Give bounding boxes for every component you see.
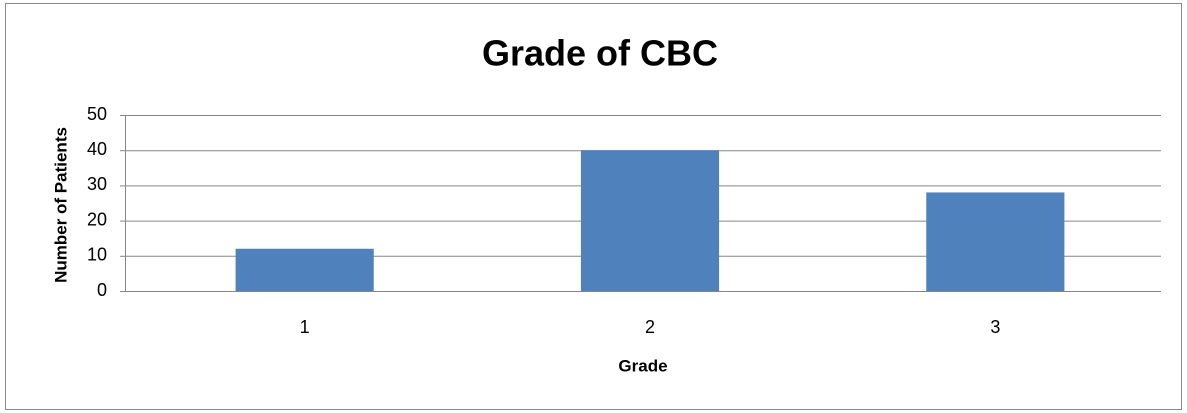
- y-tick-label: 10: [87, 245, 107, 265]
- bar: [580, 150, 720, 291]
- x-axis-label: Grade: [618, 356, 667, 375]
- x-tick-label: 3: [990, 317, 1000, 337]
- x-tick-label: 2: [645, 317, 655, 337]
- y-tick-label: 20: [87, 209, 107, 229]
- y-axis-label: Number of Patients: [51, 127, 70, 283]
- y-tick-label: 0: [97, 280, 107, 300]
- y-tick-label: 40: [87, 139, 107, 159]
- chart-title: Grade of CBC: [482, 33, 718, 74]
- y-tick-label: 30: [87, 174, 107, 194]
- y-tick-label: 50: [87, 104, 107, 124]
- bar: [926, 192, 1065, 291]
- bar: [235, 248, 374, 291]
- x-tick-label: 1: [300, 317, 310, 337]
